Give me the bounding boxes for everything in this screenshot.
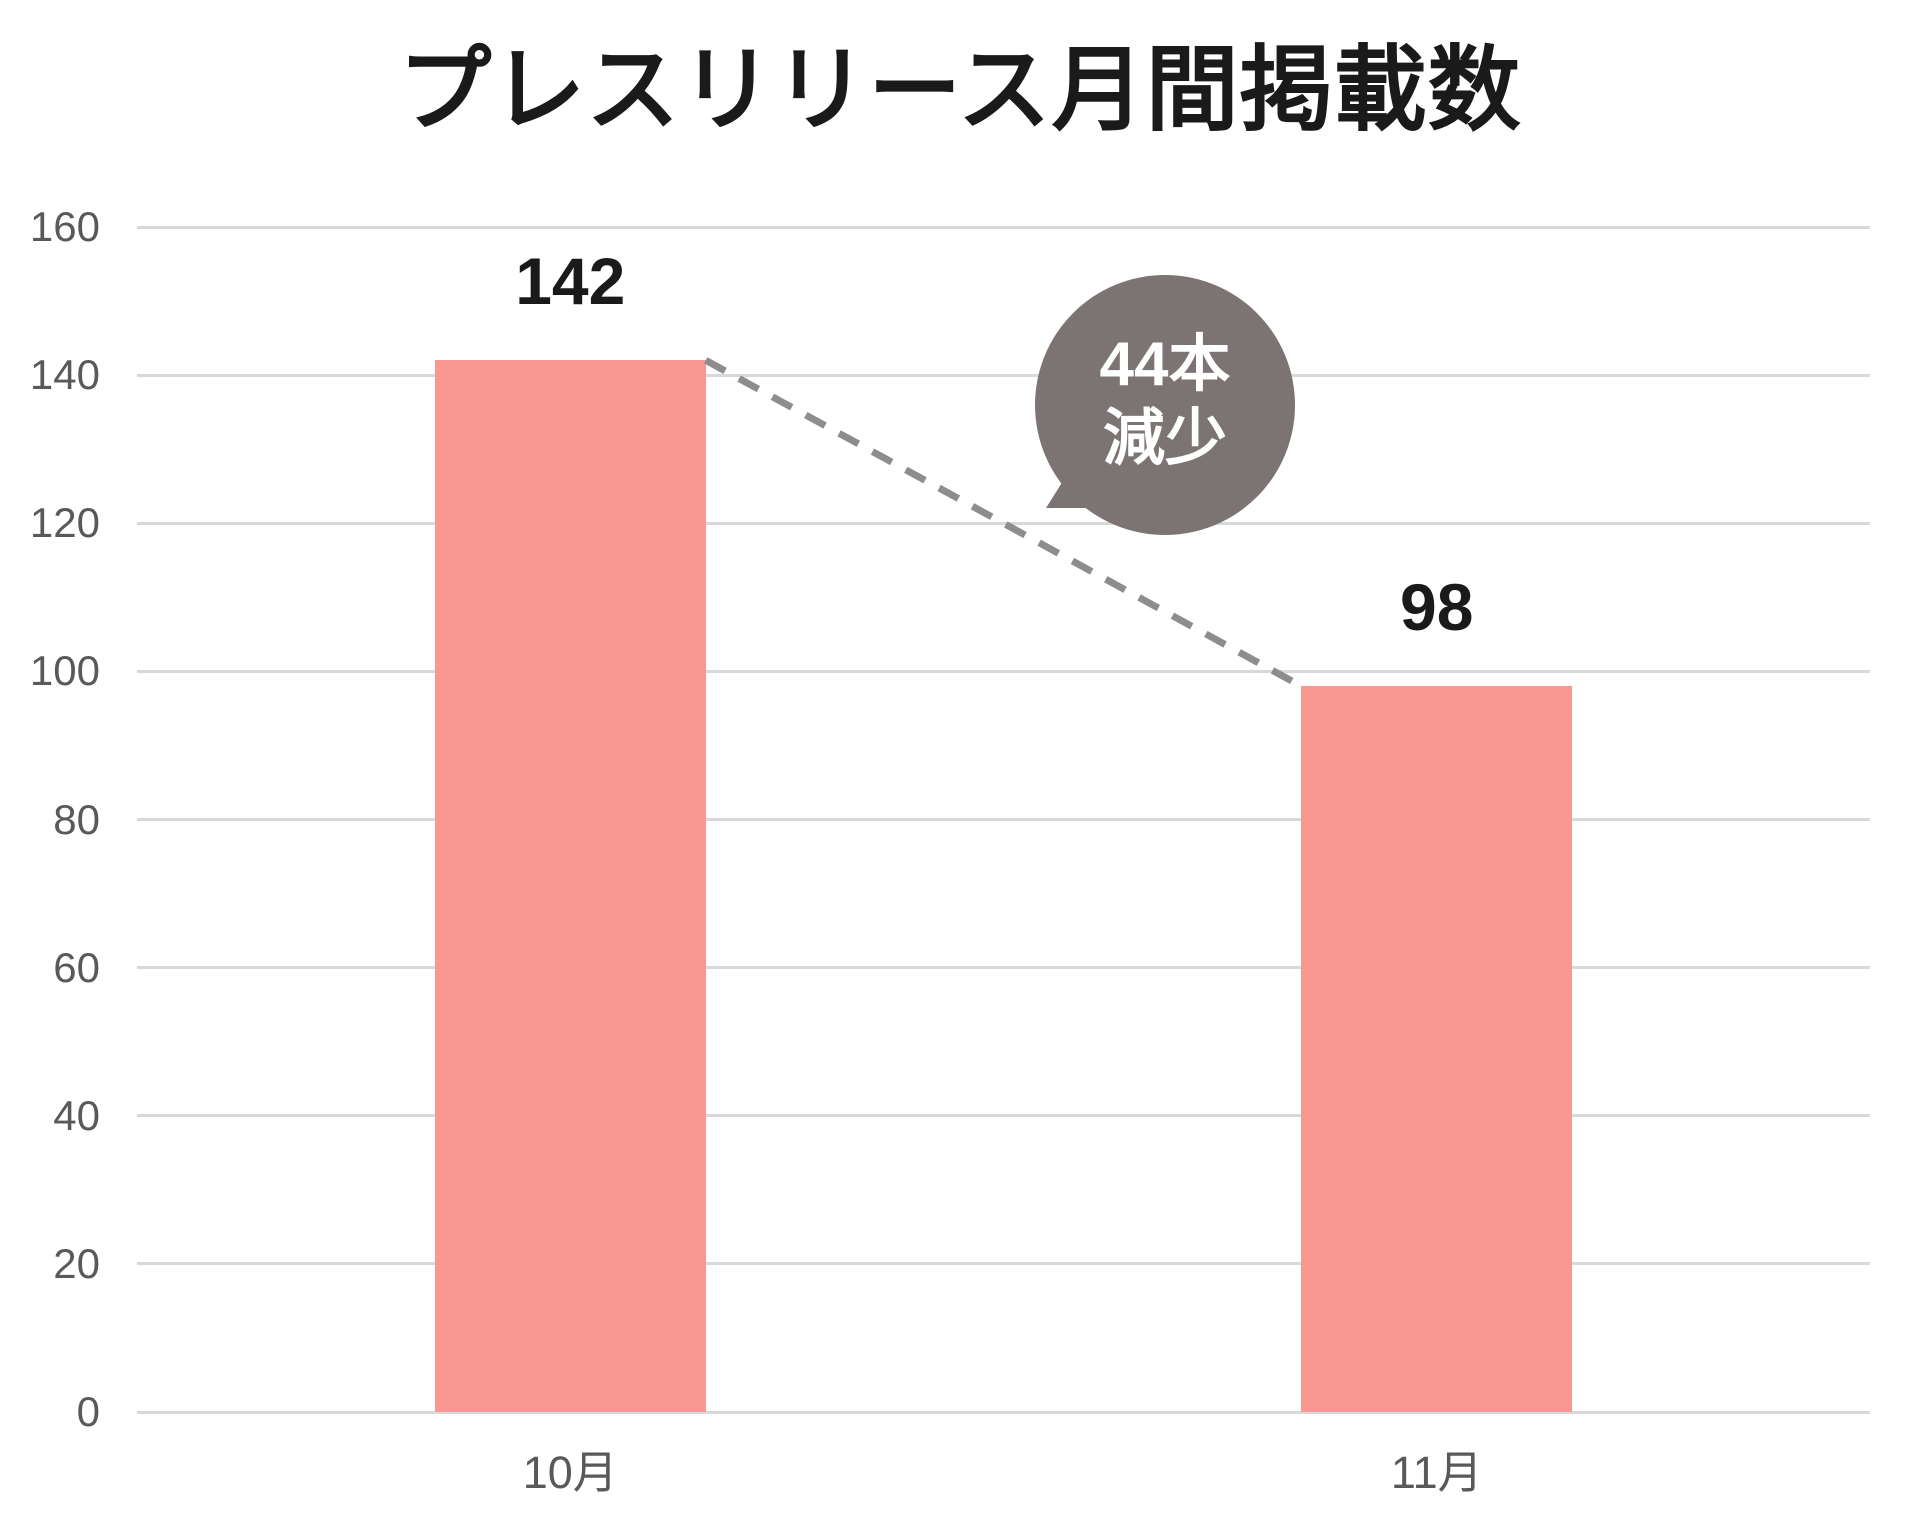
y-axis-tick-100: 100 — [29, 647, 100, 695]
bar-11月 — [1301, 686, 1573, 1412]
y-axis-tick-80: 80 — [53, 795, 100, 843]
y-axis-tick-120: 120 — [29, 499, 100, 547]
gridline-y-140 — [137, 373, 1870, 377]
y-axis-tick-40: 40 — [53, 1091, 100, 1139]
gridline-y-40 — [137, 1114, 1870, 1118]
bar-value-label-11月: 98 — [1400, 570, 1474, 645]
bar-value-label-10月: 142 — [515, 244, 626, 319]
bubble-text-line-2: 減少 — [1102, 404, 1227, 473]
speech-bubble-text: 44本 減少 — [1035, 328, 1295, 476]
y-axis-tick-140: 140 — [29, 351, 100, 399]
gridline-y-120 — [137, 521, 1870, 525]
x-axis-label-10月: 10月 — [522, 1447, 618, 1498]
y-axis-tick-0: 0 — [76, 1388, 100, 1435]
y-axis-tick-60: 60 — [53, 943, 100, 991]
bubble-text-line-1: 44本 — [1099, 330, 1231, 399]
y-axis-tick-160: 160 — [29, 203, 100, 250]
gridline-y-0 — [137, 1410, 1870, 1414]
gridline-y-80 — [137, 818, 1870, 821]
gridline-y-100 — [137, 669, 1870, 673]
bar-10月 — [434, 360, 706, 1412]
gridline-y-60 — [137, 966, 1870, 970]
y-axis-tick-20: 20 — [53, 1239, 100, 1287]
gridline-y-20 — [137, 1262, 1870, 1266]
chart-title: プレスリリース月間掲載数 — [398, 38, 1522, 142]
gridline-y-160 — [137, 225, 1870, 229]
x-axis-label-11月: 11月 — [1390, 1447, 1483, 1498]
